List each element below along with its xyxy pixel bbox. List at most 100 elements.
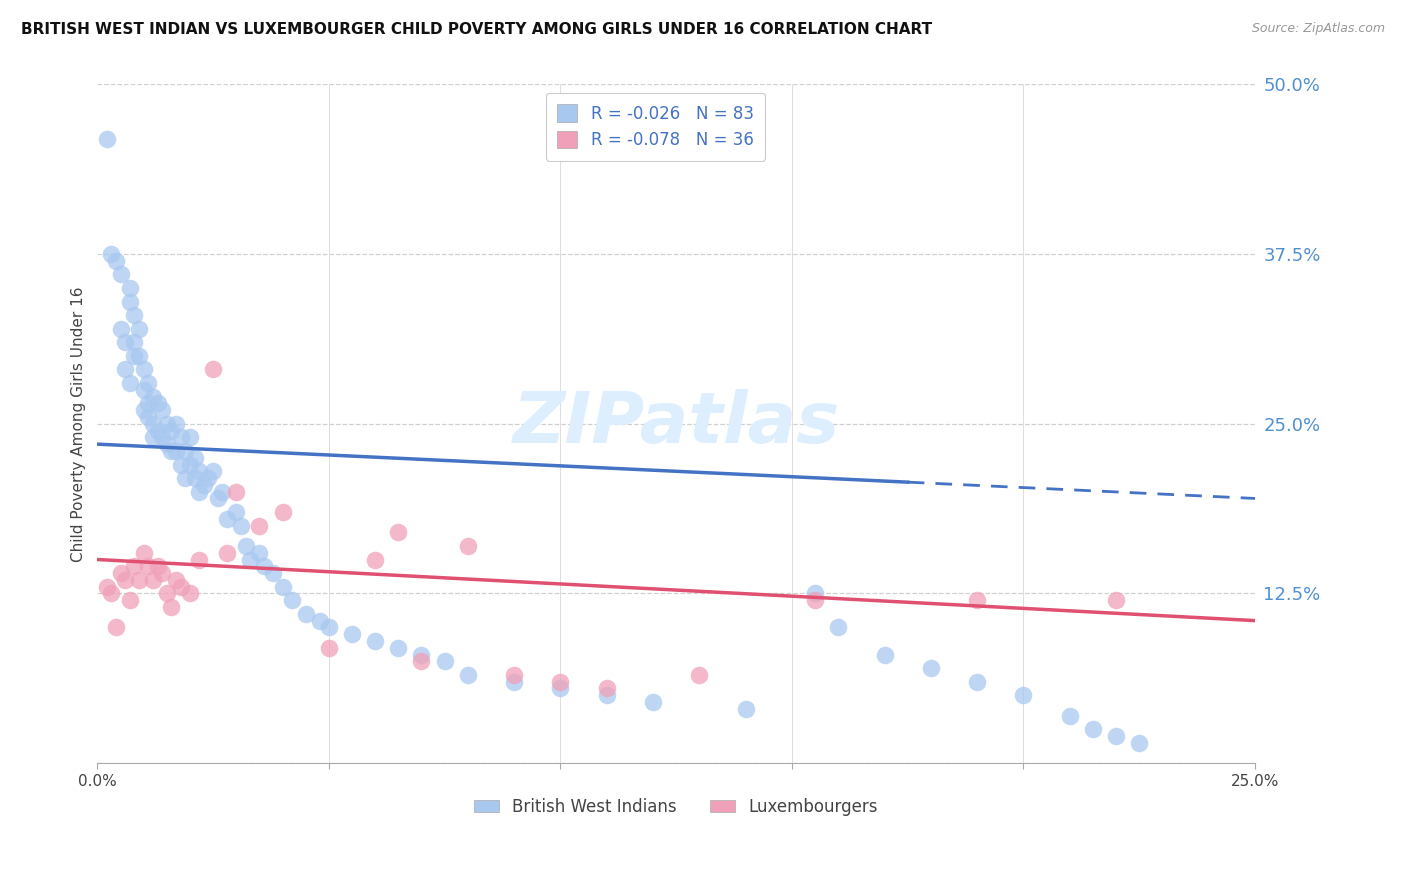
Point bbox=[688, 668, 710, 682]
Point bbox=[271, 505, 294, 519]
Point bbox=[804, 593, 827, 607]
Point bbox=[1012, 688, 1035, 702]
Text: Source: ZipAtlas.com: Source: ZipAtlas.com bbox=[1251, 22, 1385, 36]
Point bbox=[550, 681, 572, 696]
Point bbox=[641, 695, 664, 709]
Point bbox=[118, 593, 141, 607]
Point bbox=[118, 376, 141, 390]
Point bbox=[136, 376, 159, 390]
Point bbox=[132, 546, 155, 560]
Point bbox=[136, 409, 159, 424]
Point bbox=[156, 417, 179, 431]
Point bbox=[110, 268, 132, 282]
Point bbox=[364, 552, 387, 566]
Point bbox=[364, 634, 387, 648]
Point bbox=[503, 674, 526, 689]
Point bbox=[142, 417, 165, 431]
Point bbox=[110, 322, 132, 336]
Point bbox=[387, 525, 409, 540]
Point bbox=[160, 444, 183, 458]
Point bbox=[1105, 593, 1128, 607]
Point bbox=[174, 471, 197, 485]
Point bbox=[170, 430, 193, 444]
Point bbox=[128, 349, 150, 363]
Point bbox=[249, 546, 271, 560]
Point bbox=[734, 702, 756, 716]
Point bbox=[150, 403, 173, 417]
Point bbox=[596, 681, 619, 696]
Point bbox=[457, 539, 479, 553]
Point bbox=[411, 654, 433, 668]
Point bbox=[124, 349, 146, 363]
Point bbox=[1059, 708, 1081, 723]
Point bbox=[124, 335, 146, 350]
Point bbox=[207, 491, 229, 506]
Point bbox=[142, 390, 165, 404]
Point bbox=[281, 593, 304, 607]
Point bbox=[150, 566, 173, 580]
Point bbox=[211, 484, 233, 499]
Point bbox=[146, 396, 169, 410]
Point bbox=[202, 464, 225, 478]
Point bbox=[183, 471, 205, 485]
Point bbox=[142, 573, 165, 587]
Point bbox=[132, 403, 155, 417]
Text: ZIPatlas: ZIPatlas bbox=[512, 389, 839, 458]
Point bbox=[183, 450, 205, 465]
Point bbox=[550, 674, 572, 689]
Point bbox=[188, 464, 211, 478]
Point bbox=[239, 552, 262, 566]
Point bbox=[150, 430, 173, 444]
Point bbox=[202, 362, 225, 376]
Point bbox=[165, 417, 187, 431]
Point bbox=[271, 580, 294, 594]
Point bbox=[124, 308, 146, 322]
Point bbox=[262, 566, 284, 580]
Point bbox=[165, 444, 187, 458]
Point bbox=[118, 294, 141, 309]
Point bbox=[215, 512, 238, 526]
Point bbox=[124, 559, 146, 574]
Point bbox=[596, 688, 619, 702]
Point bbox=[318, 640, 340, 655]
Point bbox=[873, 648, 896, 662]
Point bbox=[433, 654, 456, 668]
Point bbox=[197, 471, 219, 485]
Point bbox=[104, 620, 127, 634]
Point bbox=[142, 430, 165, 444]
Point bbox=[225, 505, 247, 519]
Point bbox=[1128, 736, 1150, 750]
Point bbox=[128, 573, 150, 587]
Text: BRITISH WEST INDIAN VS LUXEMBOURGER CHILD POVERTY AMONG GIRLS UNDER 16 CORRELATI: BRITISH WEST INDIAN VS LUXEMBOURGER CHIL… bbox=[21, 22, 932, 37]
Point bbox=[160, 424, 183, 438]
Point bbox=[132, 362, 155, 376]
Point bbox=[308, 614, 330, 628]
Point bbox=[225, 484, 247, 499]
Point bbox=[146, 424, 169, 438]
Point bbox=[156, 437, 179, 451]
Point bbox=[114, 362, 136, 376]
Point bbox=[411, 648, 433, 662]
Point bbox=[920, 661, 942, 675]
Point bbox=[96, 580, 118, 594]
Point bbox=[503, 668, 526, 682]
Point bbox=[100, 247, 122, 261]
Point bbox=[165, 573, 187, 587]
Point bbox=[114, 335, 136, 350]
Point bbox=[160, 600, 183, 615]
Point bbox=[118, 281, 141, 295]
Y-axis label: Child Poverty Among Girls Under 16: Child Poverty Among Girls Under 16 bbox=[72, 286, 86, 562]
Point bbox=[170, 458, 193, 472]
Point bbox=[179, 586, 201, 600]
Point bbox=[136, 559, 159, 574]
Point bbox=[128, 322, 150, 336]
Point bbox=[136, 396, 159, 410]
Point bbox=[132, 383, 155, 397]
Point bbox=[104, 253, 127, 268]
Point bbox=[235, 539, 257, 553]
Point bbox=[174, 444, 197, 458]
Point bbox=[457, 668, 479, 682]
Point bbox=[1081, 722, 1104, 736]
Legend: British West Indians, Luxembourgers: British West Indians, Luxembourgers bbox=[467, 791, 884, 822]
Point bbox=[804, 586, 827, 600]
